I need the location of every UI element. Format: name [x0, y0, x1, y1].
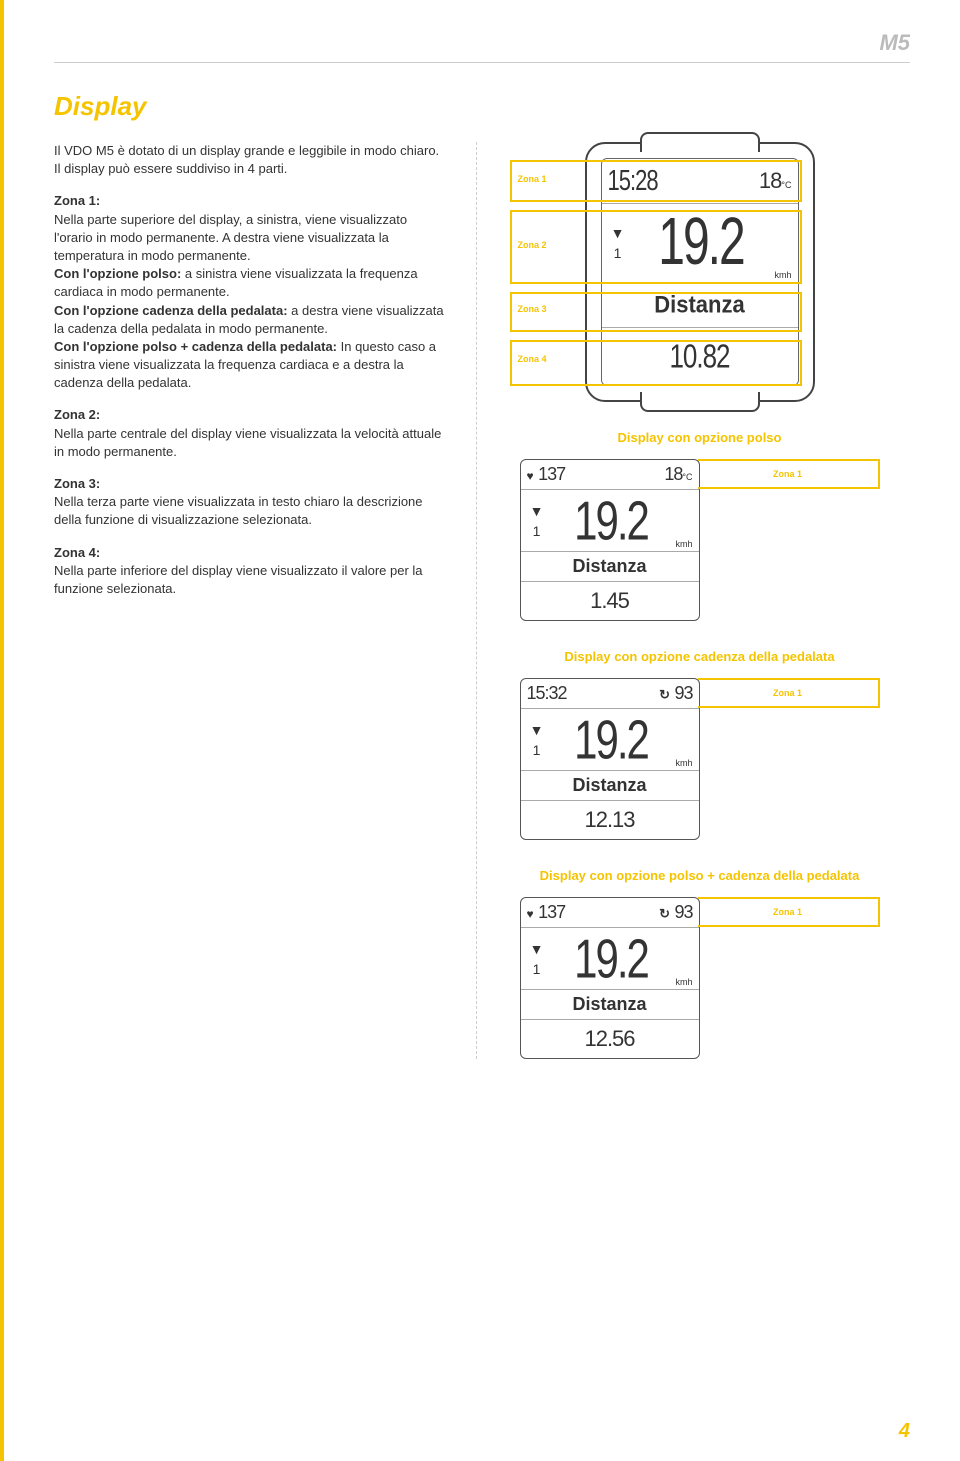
trip-indicator: 1 — [533, 523, 541, 539]
lcd-speed: 19.2 — [574, 720, 648, 758]
caption-polcad: Display con opzione polso + cadenza dell… — [540, 868, 860, 883]
header-rule — [54, 62, 910, 63]
zona4-body: Nella parte inferiore del display viene … — [54, 563, 423, 596]
lcd-temp-unit: °C — [682, 472, 692, 482]
cadence-icon — [659, 686, 670, 703]
lcd-cadence: 93 — [674, 902, 692, 922]
lcd-speed: 19.2 — [574, 939, 648, 977]
lcd-function-value: 12.56 — [584, 1026, 634, 1052]
cadenza-heading: Con l'opzione cadenza della pedalata: — [54, 303, 288, 318]
lcd-cadence: 93 — [674, 683, 692, 703]
zone2-label: Zona 2 — [518, 240, 547, 250]
caption-cadenza: Display con opzione cadenza della pedala… — [564, 649, 834, 664]
text-column: Il VDO M5 è dotato di un display grande … — [54, 142, 464, 1059]
polcad-heading: Con l'opzione polso + cadenza della peda… — [54, 339, 337, 354]
zona3-body: Nella terza parte viene visualizzata in … — [54, 494, 423, 527]
lcd-function-name: Distanza — [572, 994, 646, 1015]
trip-indicator: 1 — [533, 961, 541, 977]
lcd-function-name: Distanza — [572, 775, 646, 796]
lcd-speed: 19.2 — [574, 501, 648, 539]
lcd-speed-unit: kmh — [675, 539, 692, 549]
lcd-function-value: 1.45 — [590, 588, 629, 614]
lcd-time: 15:32 — [527, 683, 567, 704]
zona2-body: Nella parte centrale del display viene v… — [54, 426, 441, 459]
zona2-heading: Zona 2: — [54, 407, 100, 422]
figures-column: 15:28 18°C ▼ 1 19.2 kmh Distan — [489, 142, 910, 1059]
page-number: 4 — [899, 1420, 910, 1443]
zone1-callout: Zona 1 — [698, 897, 880, 927]
zone3-label: Zona 3 — [518, 304, 547, 314]
trip-indicator: 1 — [533, 742, 541, 758]
cadence-icon — [659, 905, 670, 922]
polso-heading: Con l'opzione polso: — [54, 266, 181, 281]
lcd-function-value: 12.13 — [584, 807, 634, 833]
figure-polcad: 137 93 ▼ 1 19.2 kmh Distanza 12.56 Zona 1 — [520, 897, 880, 1059]
zona4-paragraph: Zona 4: Nella parte inferiore del displa… — [54, 544, 444, 599]
header-model: M5 — [54, 30, 910, 56]
lcd-hr: 137 — [538, 464, 565, 484]
heart-icon — [527, 467, 534, 484]
zona2-paragraph: Zona 2: Nella parte centrale del display… — [54, 406, 444, 461]
zona1-paragraph: Zona 1: Nella parte superiore del displa… — [54, 192, 444, 392]
section-title: Display — [54, 91, 910, 122]
lcd-function-name: Distanza — [572, 556, 646, 577]
lcd-temp: 18 — [664, 464, 682, 484]
column-divider — [476, 142, 477, 1059]
figure-polso: 137 18°C ▼ 1 19.2 kmh Distanza 1.45 Zona … — [520, 459, 880, 621]
lcd-hr: 137 — [538, 902, 565, 922]
lcd-speed-unit: kmh — [675, 758, 692, 768]
figure-cadenza: 15:32 93 ▼ 1 19.2 kmh Distanza 12.13 Zona… — [520, 678, 880, 840]
zone4-label: Zona 4 — [518, 354, 547, 364]
trend-icon: ▼ — [530, 503, 544, 519]
zona3-paragraph: Zona 3: Nella terza parte viene visualiz… — [54, 475, 444, 530]
trend-icon: ▼ — [530, 722, 544, 738]
zona1-heading: Zona 1: — [54, 193, 100, 208]
trend-icon: ▼ — [530, 941, 544, 957]
zona1-body: Nella parte superiore del display, a sin… — [54, 212, 407, 263]
zona4-heading: Zona 4: — [54, 545, 100, 560]
intro-paragraph: Il VDO M5 è dotato di un display grande … — [54, 142, 444, 178]
zona3-heading: Zona 3: — [54, 476, 100, 491]
heart-icon — [527, 905, 534, 922]
lcd-speed-unit: kmh — [675, 977, 692, 987]
zone1-callout: Zona 1 — [698, 459, 880, 489]
caption-polso: Display con opzione polso — [618, 430, 782, 445]
zone1-label: Zona 1 — [518, 174, 547, 184]
main-device-figure: 15:28 18°C ▼ 1 19.2 kmh Distan — [510, 142, 890, 402]
zone1-callout: Zona 1 — [698, 678, 880, 708]
